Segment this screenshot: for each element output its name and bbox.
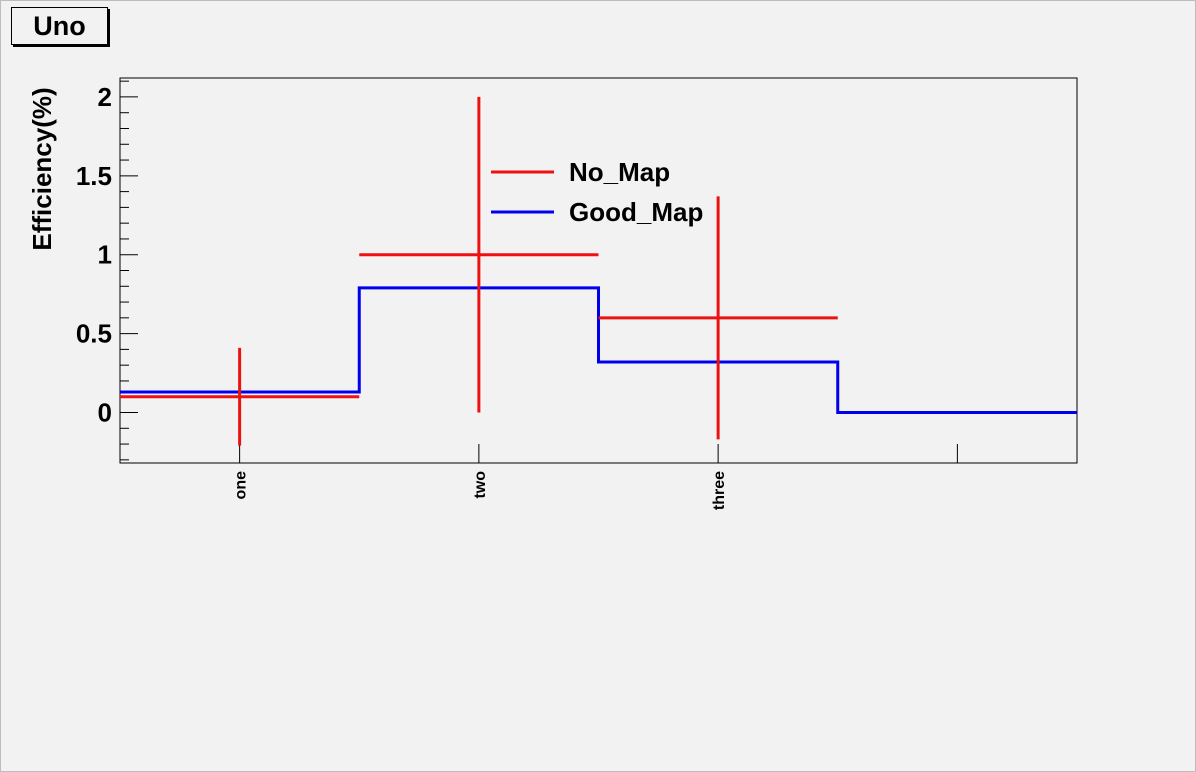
y-tick-label: 1.5 (76, 161, 112, 191)
legend-label: Good_Map (569, 197, 703, 227)
y-tick-label: 1 (98, 240, 112, 270)
y-tick-label: 0.5 (76, 319, 112, 349)
no-map-point (598, 196, 838, 440)
x-tick-label: three (711, 471, 728, 510)
no-map-point (120, 347, 360, 446)
good-map-step-line (120, 286, 1077, 415)
x-tick-label: one (233, 471, 250, 500)
title-box: Uno (11, 7, 108, 45)
y-axis-label: Efficiency(%) (27, 87, 57, 250)
no-map-point (359, 96, 599, 413)
y-tick-label: 2 (98, 82, 112, 112)
x-tick-label: two (472, 471, 489, 499)
y-tick-label: 0 (98, 398, 112, 428)
plot-frame (119, 77, 1078, 464)
legend-entry: Good_Map (491, 197, 703, 227)
legend-entry: No_Map (491, 157, 670, 187)
legend-label: No_Map (569, 157, 670, 187)
